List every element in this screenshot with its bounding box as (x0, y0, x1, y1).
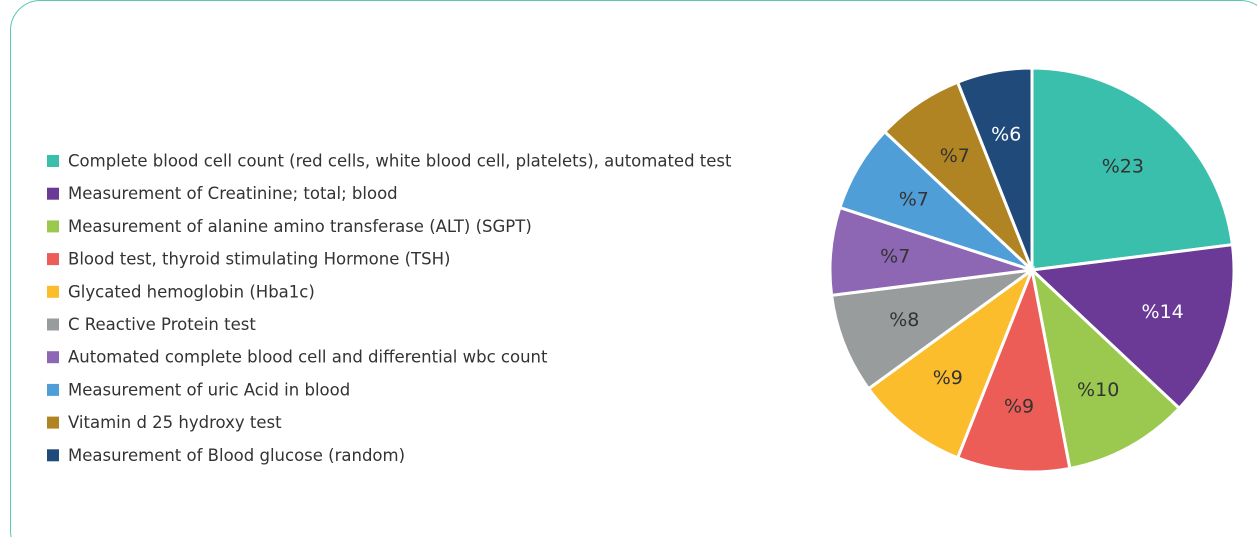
legend-swatch (47, 383, 59, 396)
pie-slice (866, 265, 1036, 460)
pie-slice (829, 268, 1033, 391)
legend-text: Measurement of uric Acid in blood (68, 380, 350, 399)
legend-swatch (47, 187, 59, 200)
pie-slice (1028, 243, 1236, 411)
slice-label: %7 (880, 246, 910, 268)
slice-label: %23 (1102, 155, 1144, 177)
slice-label: %9 (933, 367, 963, 389)
legend: Complete blood cell count (red cells, wh… (47, 152, 732, 465)
legend-text: Measurement of Blood glucose (random) (68, 446, 405, 465)
slice-label: %7 (940, 145, 970, 167)
legend-text: Automated complete blood cell and differ… (68, 348, 548, 367)
slice-label: %14 (1142, 301, 1184, 323)
legend-text: Measurement of alanine amino transferase… (68, 217, 532, 236)
slice-label: %7 (899, 189, 929, 211)
pie-slice (955, 66, 1034, 271)
legend-text: Vitamin d 25 hydroxy test (68, 413, 282, 432)
legend-swatch (47, 351, 59, 364)
legend-text: Complete blood cell count (red cells, wh… (68, 152, 732, 171)
legend-swatch (47, 449, 59, 462)
legend-text: Measurement of Creatinine; total; blood (68, 184, 398, 203)
pie-slice (1029, 265, 1182, 471)
legend-swatch (47, 416, 59, 429)
legend-text: Glycated hemoglobin (Hba1c) (68, 282, 315, 301)
slice-label: %9 (1004, 395, 1034, 417)
slice-label: %10 (1077, 379, 1119, 401)
slice-label: %6 (991, 124, 1021, 146)
legend-swatch (47, 285, 59, 298)
legend-text: Blood test, thyroid stimulating Hormone … (68, 250, 450, 269)
legend-swatch (47, 220, 59, 233)
legend-swatch (47, 155, 59, 167)
legend-swatch (47, 318, 59, 331)
pie-slice (1030, 66, 1235, 272)
legend-swatch (47, 253, 59, 266)
legend-text: C Reactive Protein test (68, 315, 256, 334)
slice-label: %8 (889, 309, 919, 331)
pie-slice (955, 264, 1072, 474)
pie: %23 %14 %10 %9 %9 %8 %7 %7 %7 %6 (828, 66, 1236, 474)
